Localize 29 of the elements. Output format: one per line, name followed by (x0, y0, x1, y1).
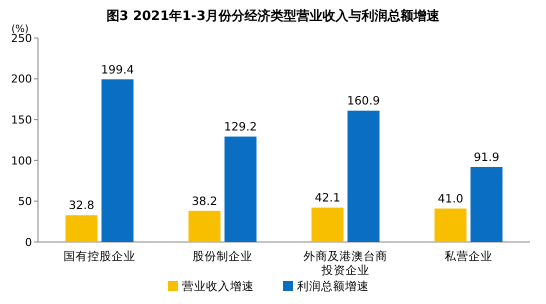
x-tick-label: 股份制企业 (192, 249, 252, 263)
legend-label: 营业收入增速 (182, 279, 254, 293)
x-tick-label: 国有控股企业 (64, 249, 136, 263)
data-label: 160.9 (347, 94, 380, 108)
bar (102, 79, 134, 242)
chart-title: 图3 2021年1-3月份分经济类型营业收入与利润总额增速 (106, 8, 441, 24)
x-tick-label: 私营企业 (444, 249, 492, 263)
bar (66, 215, 98, 242)
bar (434, 208, 466, 242)
x-tick-label: 外商及港澳台商投资企业 (304, 249, 388, 277)
data-label: 199.4 (101, 62, 134, 76)
data-label: 32.8 (68, 198, 94, 212)
data-label: 91.9 (474, 150, 500, 164)
data-label: 129.2 (224, 120, 257, 134)
y-tick-label: 150 (11, 113, 32, 126)
data-label: 41.0 (438, 192, 464, 206)
bar (348, 110, 380, 242)
y-tick-label: 200 (11, 72, 32, 86)
bar (188, 210, 220, 242)
bar (224, 136, 256, 242)
data-label: 38.2 (192, 194, 218, 208)
y-axis-title: (%) (11, 24, 29, 35)
data-label: 42.1 (314, 190, 340, 205)
y-tick-label: 50 (18, 195, 32, 208)
bar (312, 208, 344, 242)
bar (470, 167, 502, 242)
y-tick-label: 0 (25, 236, 32, 249)
y-tick-label: 100 (11, 154, 32, 168)
legend-label: 利润总额增速 (297, 279, 369, 293)
